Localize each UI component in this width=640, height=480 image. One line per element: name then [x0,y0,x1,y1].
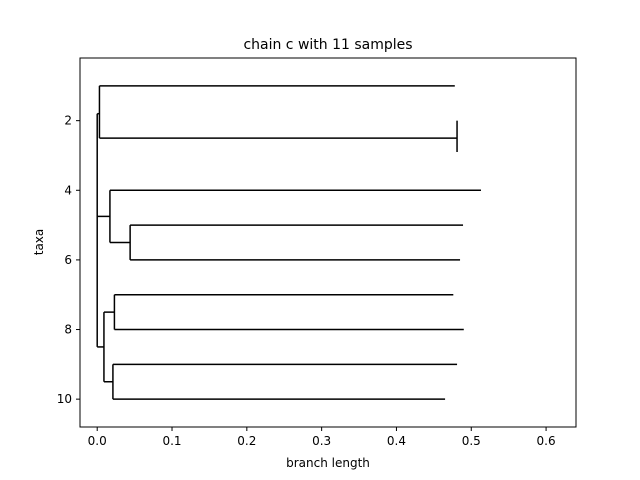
x-axis: 0.0 0.1 0.2 0.3 0.4 0.5 0.6 [88,427,556,448]
y-tick-label: 10 [57,392,72,406]
y-tick-label: 8 [64,323,72,337]
x-tick-label: 0.4 [387,434,406,448]
x-tick-label: 0.0 [88,434,107,448]
y-axis: 2 4 6 8 10 [57,114,80,406]
y-tick-label: 4 [64,183,72,197]
y-tick-label: 2 [64,114,72,128]
x-tick-label: 0.6 [537,434,556,448]
x-axis-title: branch length [286,456,370,470]
chart-title: chain c with 11 samples [243,37,412,53]
y-axis-title: taxa [32,229,46,256]
plot-frame [79,57,577,428]
x-tick-label: 0.2 [237,434,256,448]
y-tick-label: 6 [64,253,72,267]
x-tick-label: 0.3 [312,434,331,448]
x-tick-label: 0.1 [162,434,181,448]
plot-area [96,85,481,400]
x-tick-label: 0.5 [462,434,481,448]
